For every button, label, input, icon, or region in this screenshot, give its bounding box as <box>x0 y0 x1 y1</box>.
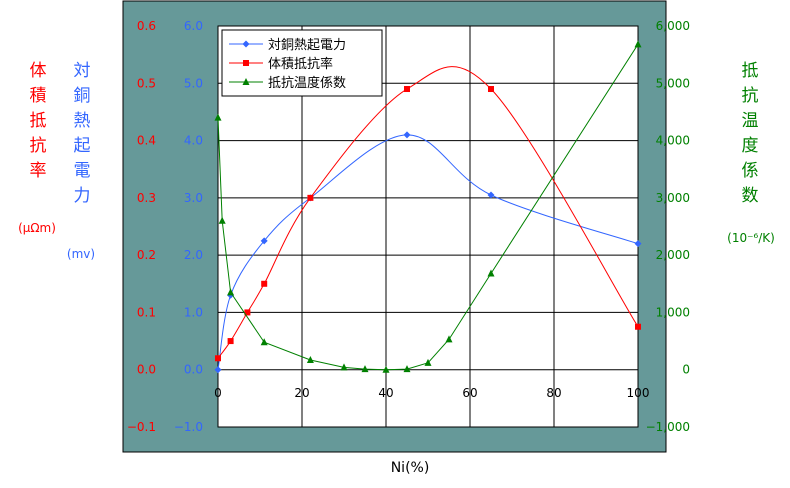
left-inner-axis-label: 熱 <box>74 111 91 131</box>
left-outer-tick-label: 0.2 <box>137 248 156 262</box>
data-point-temp-coeff <box>634 40 642 48</box>
right-axis-label: 温 <box>742 111 759 131</box>
data-point-temp-coeff <box>424 358 432 366</box>
x-tick-label: 20 <box>294 386 309 400</box>
left-inner-tick-label: 4.0 <box>184 134 203 148</box>
right-axis-label: 数 <box>742 186 759 206</box>
left-outer-axis-label: 積 <box>30 86 47 106</box>
right-axis-label: 抗 <box>742 86 759 106</box>
left-outer-axis-label: 率 <box>30 161 47 181</box>
legend-marker-thermo <box>242 40 250 48</box>
x-tick-label: 0 <box>214 386 222 400</box>
left-outer-axis-unit: (μΩm) <box>18 221 56 235</box>
left-inner-axis-unit: (mv) <box>67 247 95 261</box>
series-line-resistivity <box>217 66 639 359</box>
data-point-resistivity <box>244 309 251 316</box>
series-temp-coeff <box>214 40 642 373</box>
data-point-resistivity <box>307 194 314 201</box>
left-outer-tick-label: 0.0 <box>137 363 156 377</box>
data-point-temp-coeff <box>340 363 348 371</box>
right-tick-label: 6,000 <box>656 19 690 33</box>
data-point-temp-coeff <box>361 365 369 373</box>
data-point-thermo <box>403 131 411 139</box>
data-point-thermo <box>634 240 642 248</box>
data-point-resistivity <box>635 323 641 330</box>
left-inner-tick-label: 2.0 <box>184 248 203 262</box>
data-point-resistivity <box>227 338 234 345</box>
x-tick-label: 40 <box>378 386 393 400</box>
left-inner-tick-label: 3.0 <box>184 191 203 205</box>
x-axis-label: Ni(%) <box>391 460 430 476</box>
legend-marker-temp-coeff <box>242 78 250 85</box>
data-point-resistivity <box>261 280 268 287</box>
legend-marker-resistivity <box>243 60 249 66</box>
left-inner-axis-label: 電 <box>74 161 91 181</box>
right-tick-label: 0 <box>682 363 690 377</box>
series-group <box>214 40 642 374</box>
left-outer-axis-label: 抵 <box>30 111 47 131</box>
data-point-thermo <box>260 237 268 245</box>
data-point-temp-coeff <box>382 365 390 373</box>
left-inner-tick-label: −1.0 <box>174 420 203 434</box>
x-tick-label: 60 <box>462 386 477 400</box>
data-point-temp-coeff <box>445 335 453 343</box>
left-inner-axis-label: 起 <box>74 136 91 156</box>
left-inner-axis-label: 力 <box>74 186 91 206</box>
legend-entry-resistivity: 体積抵抗率 <box>268 56 333 72</box>
right-tick-label: 4,000 <box>656 134 690 148</box>
tick-labels: 0 20 40 60 80 100 −0.1 0.0 0.1 0.2 0.3 0.4 0.5 0.6 −1.… <box>127 19 690 434</box>
right-tick-label: −1,000 <box>646 420 690 434</box>
data-point-temp-coeff <box>218 216 226 224</box>
data-point-resistivity <box>488 86 494 93</box>
left-inner-tick-label: 0.0 <box>184 363 203 377</box>
right-axis-label: 抵 <box>742 61 759 81</box>
left-outer-axis-label: 体 <box>30 61 47 81</box>
left-outer-axis-label: 抗 <box>30 136 47 156</box>
legend-entry-temp-coeff: 抵抗温度係数 <box>268 75 346 91</box>
legend-entry-thermo: 対銅熱起電力 <box>268 38 346 53</box>
left-outer-tick-label: 0.6 <box>137 19 156 33</box>
x-tick-label: 100 <box>627 386 650 400</box>
left-outer-tick-label: −0.1 <box>127 420 156 434</box>
data-point-temp-coeff <box>227 288 235 296</box>
data-point-temp-coeff <box>403 365 411 373</box>
right-tick-label: 1,000 <box>656 305 690 319</box>
data-point-thermo <box>487 191 495 199</box>
left-outer-tick-label: 0.5 <box>137 76 156 90</box>
left-inner-axis-label: 対 <box>74 61 91 81</box>
plot-frame <box>217 25 639 428</box>
right-tick-label: 3,000 <box>656 191 690 205</box>
series-resistivity <box>215 66 641 362</box>
left-outer-tick-label: 0.4 <box>137 134 156 148</box>
data-point-temp-coeff <box>214 113 222 121</box>
left-inner-tick-label: 6.0 <box>184 19 203 33</box>
left-outer-tick-label: 0.3 <box>137 191 156 205</box>
right-axis-unit: (10⁻⁶/K) <box>727 231 775 245</box>
right-tick-label: 5,000 <box>656 76 690 90</box>
left-outer-tick-label: 0.1 <box>137 305 156 319</box>
right-tick-label: 2,000 <box>656 248 690 262</box>
left-inner-tick-label: 5.0 <box>184 76 203 90</box>
right-axis-label: 度 <box>742 136 759 156</box>
data-point-resistivity <box>215 355 221 362</box>
data-point-temp-coeff <box>487 269 495 277</box>
data-point-resistivity <box>404 86 410 93</box>
left-inner-tick-label: 1.0 <box>184 305 203 319</box>
data-point-thermo <box>214 366 222 374</box>
x-tick-label: 80 <box>546 386 561 400</box>
right-axis-label: 係 <box>742 161 759 181</box>
data-point-temp-coeff <box>306 355 314 363</box>
left-inner-axis-label: 銅 <box>74 86 91 106</box>
data-point-temp-coeff <box>260 338 268 346</box>
